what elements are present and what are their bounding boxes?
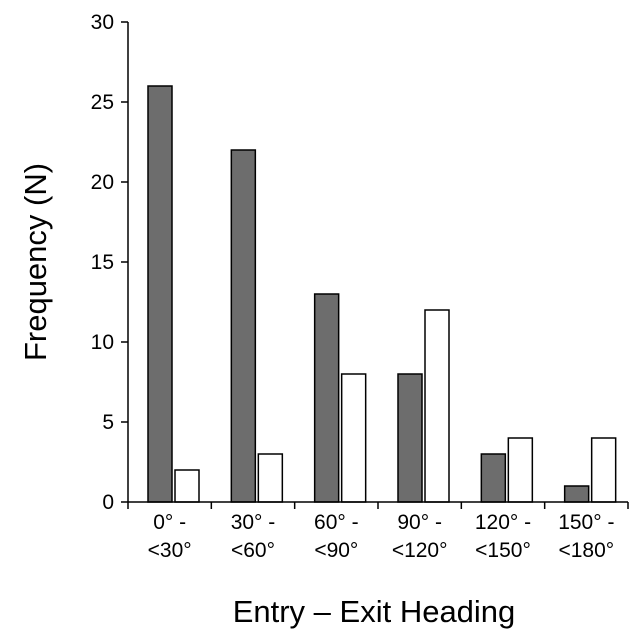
x-tick-label: <120° — [392, 539, 448, 562]
bar-series2-cat6 — [590, 437, 617, 503]
bar-series1-cat2 — [230, 149, 257, 503]
bar-series2-cat4 — [424, 309, 450, 503]
y-tick-label: 20 — [91, 171, 114, 194]
ticks-layer: 0 5 10 15 20 25 30 0° - <30° 30° - <60° 60° - <90° 90… — [91, 11, 629, 562]
x-tick-label: <60° — [231, 539, 275, 562]
bar-series2-cat3 — [340, 373, 367, 503]
bar-series1-cat3 — [313, 293, 340, 503]
x-tick-label: <150° — [475, 539, 531, 562]
x-tick-label: 150° - — [558, 511, 614, 534]
x-tick-label: <90° — [314, 539, 358, 562]
y-tick-label: 25 — [91, 91, 114, 114]
x-tick-label: 0° - — [153, 511, 186, 534]
x-tick-label: 120° - — [475, 511, 531, 534]
bar-series2-cat1 — [174, 469, 200, 503]
x-axis-title: Entry – Exit Heading — [233, 594, 516, 629]
x-tick-label: 60° - — [314, 511, 359, 534]
bar-series2-cat2 — [257, 453, 284, 503]
axes-layer — [127, 22, 628, 503]
x-tick-label: 30° - — [231, 511, 276, 534]
x-tick-label: <180° — [558, 539, 614, 562]
bar-series1-cat5 — [480, 453, 507, 503]
y-tick-label: 30 — [91, 11, 114, 34]
bar-series1-cat1 — [147, 85, 173, 503]
x-tick-label: <30° — [148, 539, 192, 562]
bar-series1-cat4 — [397, 373, 423, 503]
y-axis-title: Frequency (N) — [18, 163, 53, 361]
bars-layer — [147, 85, 617, 503]
x-tick-label: 90° - — [397, 511, 442, 534]
y-tick-label: 0 — [102, 491, 114, 514]
bar-series2-cat5 — [507, 437, 534, 503]
y-tick-label: 5 — [102, 411, 114, 434]
y-tick-label: 10 — [91, 331, 114, 354]
y-tick-label: 15 — [91, 251, 114, 274]
bar-series1-cat6 — [563, 485, 590, 503]
